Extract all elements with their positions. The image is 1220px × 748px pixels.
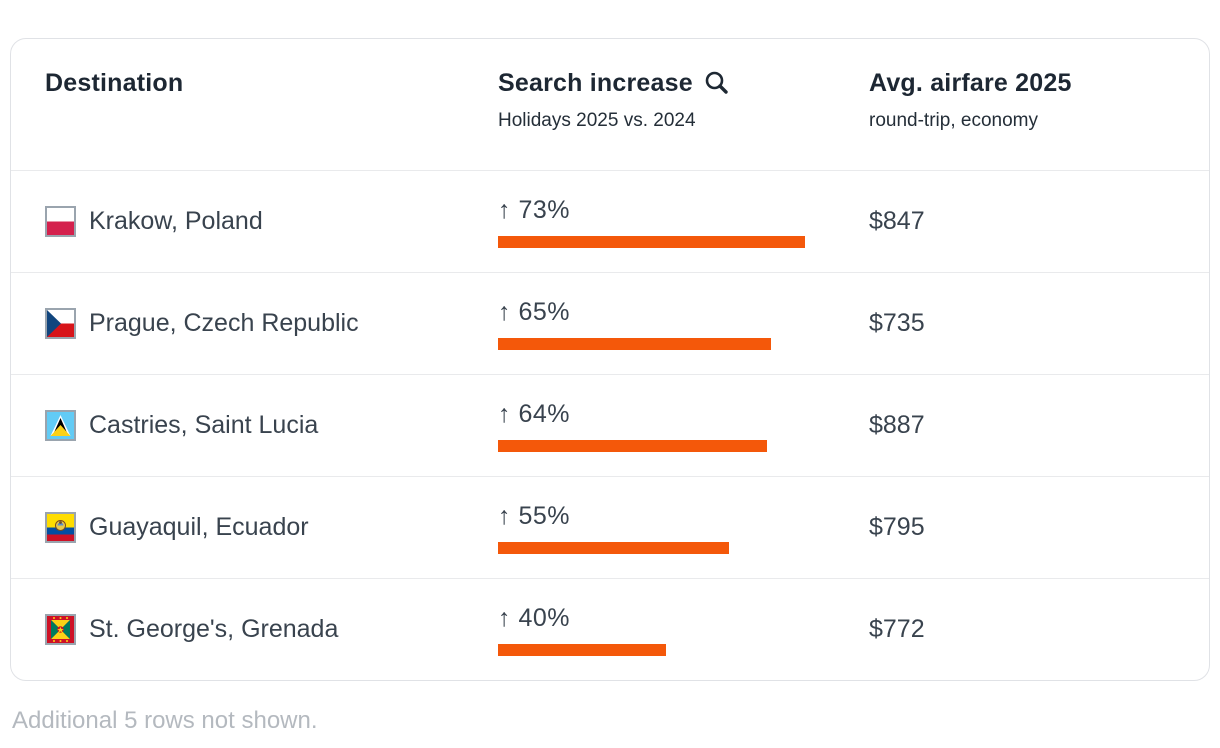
airfare-value: $847 (869, 207, 925, 235)
airfare-value: $772 (869, 615, 925, 643)
table-header-row: Destination Search increase Holidays 202… (11, 39, 1209, 170)
column-header-avg-airfare: Avg. airfare 2025 round-trip, economy (869, 69, 1209, 132)
additional-rows-note: Additional 5 rows not shown. (12, 707, 318, 734)
search-increase-cell: ↑ 40% (498, 604, 869, 656)
increase-value-label: ↑ 40% (498, 603, 570, 632)
increase-bar (498, 541, 729, 554)
column-header-destination: Destination (45, 69, 498, 98)
grenada-flag-icon (45, 614, 76, 645)
ecuador-flag-icon (45, 512, 76, 543)
table-row: Guayaquil, Ecuador ↑ 55% $795 (11, 476, 1209, 578)
poland-flag-icon (45, 206, 76, 237)
table-row: St. George's, Grenada ↑ 40% $772 (11, 578, 1209, 680)
table-row: Krakow, Poland ↑ 73% $847 (11, 170, 1209, 272)
search-increase-cell: ↑ 55% (498, 502, 869, 554)
airfare-cell: $795 (869, 513, 1209, 542)
avg-airfare-header-label: Avg. airfare 2025 (869, 69, 1072, 97)
airfare-cell: $772 (869, 615, 1209, 644)
destination-cell: Krakow, Poland (45, 206, 498, 237)
destination-cell: Castries, Saint Lucia (45, 410, 498, 441)
airfare-cell: $887 (869, 411, 1209, 440)
increase-value-label: ↑ 55% (498, 501, 570, 530)
saint-lucia-flag-icon (45, 410, 76, 441)
search-increase-cell: ↑ 65% (498, 298, 869, 350)
increase-bar (498, 643, 666, 656)
increase-bar (498, 439, 767, 452)
search-icon (703, 70, 730, 97)
search-increase-header-label: Search increase (498, 69, 693, 97)
destination-label: Krakow, Poland (89, 207, 263, 235)
destination-cell: Guayaquil, Ecuador (45, 512, 498, 543)
destination-label: Guayaquil, Ecuador (89, 513, 309, 541)
destination-label: Prague, Czech Republic (89, 309, 359, 337)
destination-label: Castries, Saint Lucia (89, 411, 319, 439)
increase-value-label: ↑ 64% (498, 399, 570, 428)
destination-cell: Prague, Czech Republic (45, 308, 498, 339)
avg-airfare-subheader: round-trip, economy (869, 110, 1038, 131)
search-increase-subheader: Holidays 2025 vs. 2024 (498, 110, 696, 131)
airfare-cell: $735 (869, 309, 1209, 338)
search-increase-cell: ↑ 73% (498, 196, 869, 248)
destination-header-label: Destination (45, 69, 184, 97)
airfare-value: $795 (869, 513, 925, 541)
destination-cell: St. George's, Grenada (45, 614, 498, 645)
increase-bar (498, 337, 771, 350)
airfare-cell: $847 (869, 207, 1209, 236)
search-increase-cell: ↑ 64% (498, 400, 869, 452)
increase-bar (498, 235, 805, 248)
destinations-table-card: Destination Search increase Holidays 202… (10, 38, 1210, 681)
table-row: Castries, Saint Lucia ↑ 64% $887 (11, 374, 1209, 476)
increase-value-label: ↑ 65% (498, 297, 570, 326)
destination-label: St. George's, Grenada (89, 615, 339, 643)
table-row: Prague, Czech Republic ↑ 65% $735 (11, 272, 1209, 374)
column-header-search-increase: Search increase Holidays 2025 vs. 2024 (498, 69, 869, 132)
airfare-value: $887 (869, 411, 925, 439)
czech-flag-icon (45, 308, 76, 339)
increase-value-label: ↑ 73% (498, 195, 570, 224)
airfare-value: $735 (869, 309, 925, 337)
